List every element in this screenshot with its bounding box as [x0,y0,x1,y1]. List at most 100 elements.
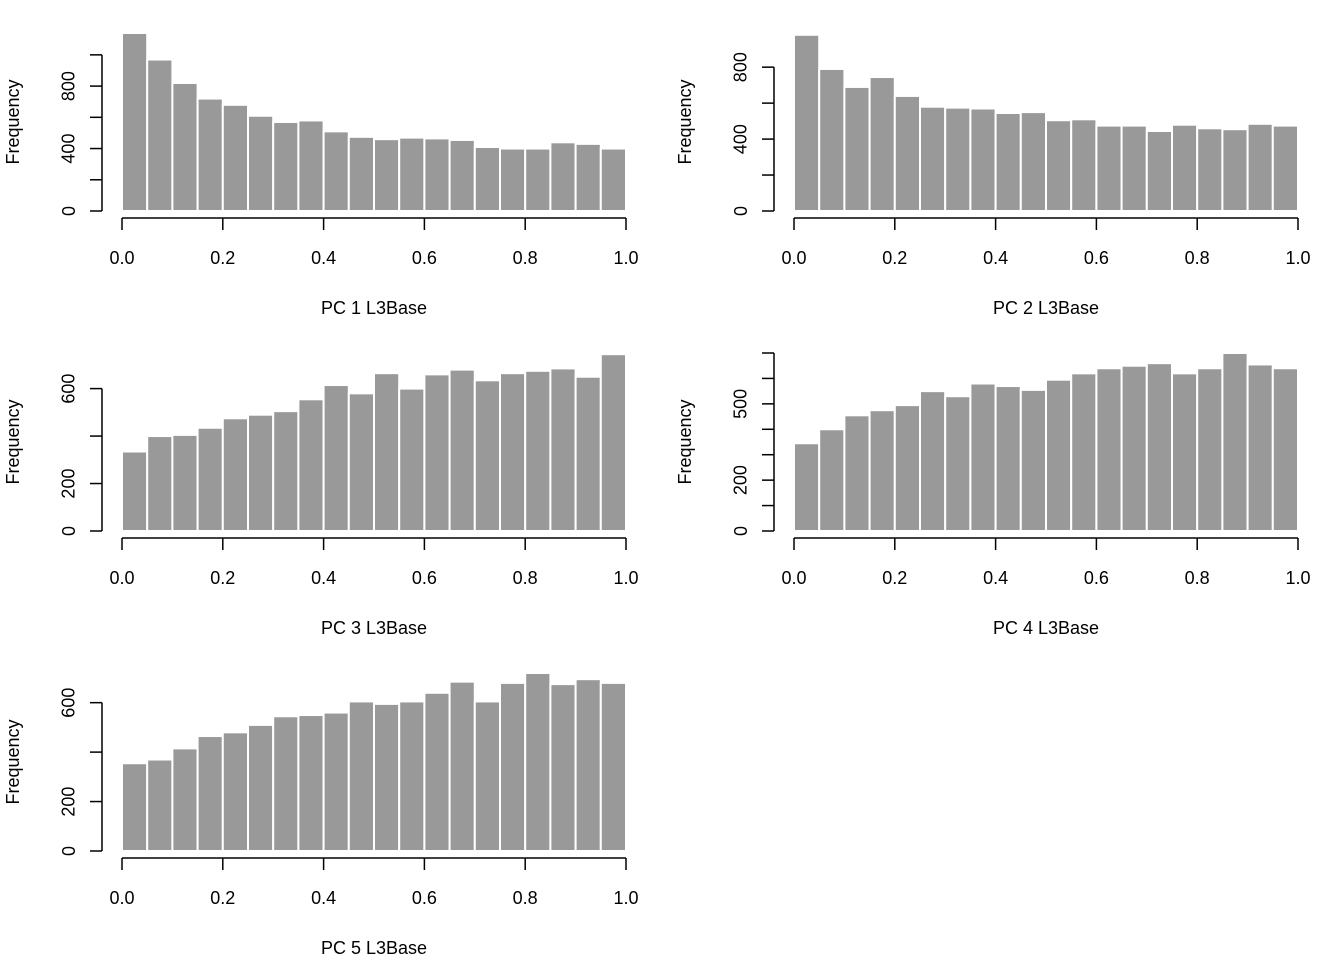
x-tick-label: 0.6 [412,568,437,588]
histogram-bar [1019,388,1047,532]
histogram-bar [373,702,401,852]
x-tick-label: 0.4 [311,568,336,588]
histogram-bar [121,450,149,533]
histogram-bar [247,114,275,212]
histogram-bar [599,681,627,853]
y-tick-label: 200 [59,469,79,499]
histogram-bar [1045,378,1073,533]
histogram-bar [549,141,577,212]
histogram-bar [1120,124,1148,212]
x-tick-label: 0.4 [983,248,1008,268]
x-tick-label: 0.6 [1084,248,1109,268]
y-tick-label: 200 [731,465,751,495]
histogram-bar [1070,118,1098,212]
y-tick-label: 0 [59,206,79,216]
x-tick-label: 0.2 [210,248,235,268]
histogram-bar [322,130,350,212]
x-tick-label: 0.8 [1185,568,1210,588]
histogram-bar [1095,367,1123,532]
y-tick-label: 800 [59,71,79,101]
x-axis-label: PC 2 L3Base [993,298,1099,318]
x-tick-label: 0.6 [1084,568,1109,588]
histogram-bar [793,33,821,213]
histogram-bar [1095,124,1123,212]
histogram-bar [1246,122,1274,212]
histogram-bar [1196,127,1224,212]
histogram-bar [599,353,627,533]
histogram-bar [599,147,627,212]
histogram-bar [297,714,325,852]
histogram-bar [549,683,577,852]
y-axis-label: Frequency [3,719,23,804]
histogram-bar [398,387,426,532]
histogram-bar [146,758,174,852]
histogram-bar [1120,364,1148,533]
histogram-bar [347,135,375,212]
histogram-bar [171,81,199,213]
y-axis-label: Frequency [3,79,23,164]
x-tick-label: 0.0 [109,888,134,908]
histogram-bar [499,147,527,212]
histogram-bar [272,410,300,532]
y-tick-label: 800 [731,52,751,82]
histogram-bar [969,382,997,532]
y-axis-label: Frequency [675,79,695,164]
histogram-bar [297,119,325,212]
histogram-bar [1246,363,1274,533]
x-tick-label: 0.8 [1185,248,1210,268]
histogram-bar [1070,372,1098,533]
histogram-bar [121,32,149,212]
x-tick-label: 0.8 [513,248,538,268]
y-tick-label: 600 [59,688,79,718]
x-tick-label: 0.0 [109,568,134,588]
histogram-bar [221,103,250,212]
y-tick-label: 500 [731,389,751,419]
histogram-bar [171,433,199,533]
x-tick-label: 1.0 [1285,248,1310,268]
x-tick-label: 0.4 [311,888,336,908]
histogram-bar [499,372,527,532]
histogram-bar [146,435,174,533]
histogram-bar [247,413,275,532]
histogram-bar [398,136,426,212]
histogram-bar [1145,362,1174,532]
x-tick-label: 0.2 [882,568,907,588]
histogram-bar [549,367,577,532]
histogram-panel-2: 0 400 800 Frequency 0.0 0.2 0.4 0.6 0.8 1.0 PC 2 L… [675,33,1311,318]
histogram-bar [272,121,300,212]
x-axis-label: PC 3 L3Base [321,618,427,638]
histogram-bar [423,691,451,852]
x-tick-label: 0.8 [513,888,538,908]
y-axis-label: Frequency [3,399,23,484]
histogram-bar [1221,128,1249,213]
histogram-bar [818,428,846,532]
y-tick-label: 0 [59,526,79,536]
histogram-bar [843,414,871,532]
histogram-panel-4: 0 200 500 Frequency 0.0 0.2 0.4 0.6 0.8 1.0 PC 4 L… [675,352,1311,638]
y-tick-label: 0 [731,526,751,536]
histogram-bar [196,735,224,853]
histogram-bar [793,442,821,532]
histogram-bar [1171,372,1199,533]
histogram-bar [843,85,871,212]
histogram-bar [448,138,476,213]
y-tick-label: 200 [59,787,79,817]
histogram-bar [398,700,426,852]
histogram-bar [121,762,149,852]
x-tick-label: 1.0 [1285,568,1310,588]
x-tick-label: 0.4 [983,568,1008,588]
y-tick-label: 400 [59,134,79,164]
x-tick-label: 1.0 [613,568,638,588]
histogram-bar [373,138,401,213]
histogram-bar [322,711,350,852]
histogram-bar [919,105,947,212]
histogram-bar [423,137,451,212]
histogram-bar [196,97,224,212]
histogram-bar [919,390,947,532]
histogram-bar [574,678,602,852]
y-tick-label: 0 [59,846,79,856]
histogram-bar [1045,119,1073,212]
histogram-bar [196,426,224,533]
histogram-bar [423,373,451,532]
histogram-bar [969,107,997,212]
